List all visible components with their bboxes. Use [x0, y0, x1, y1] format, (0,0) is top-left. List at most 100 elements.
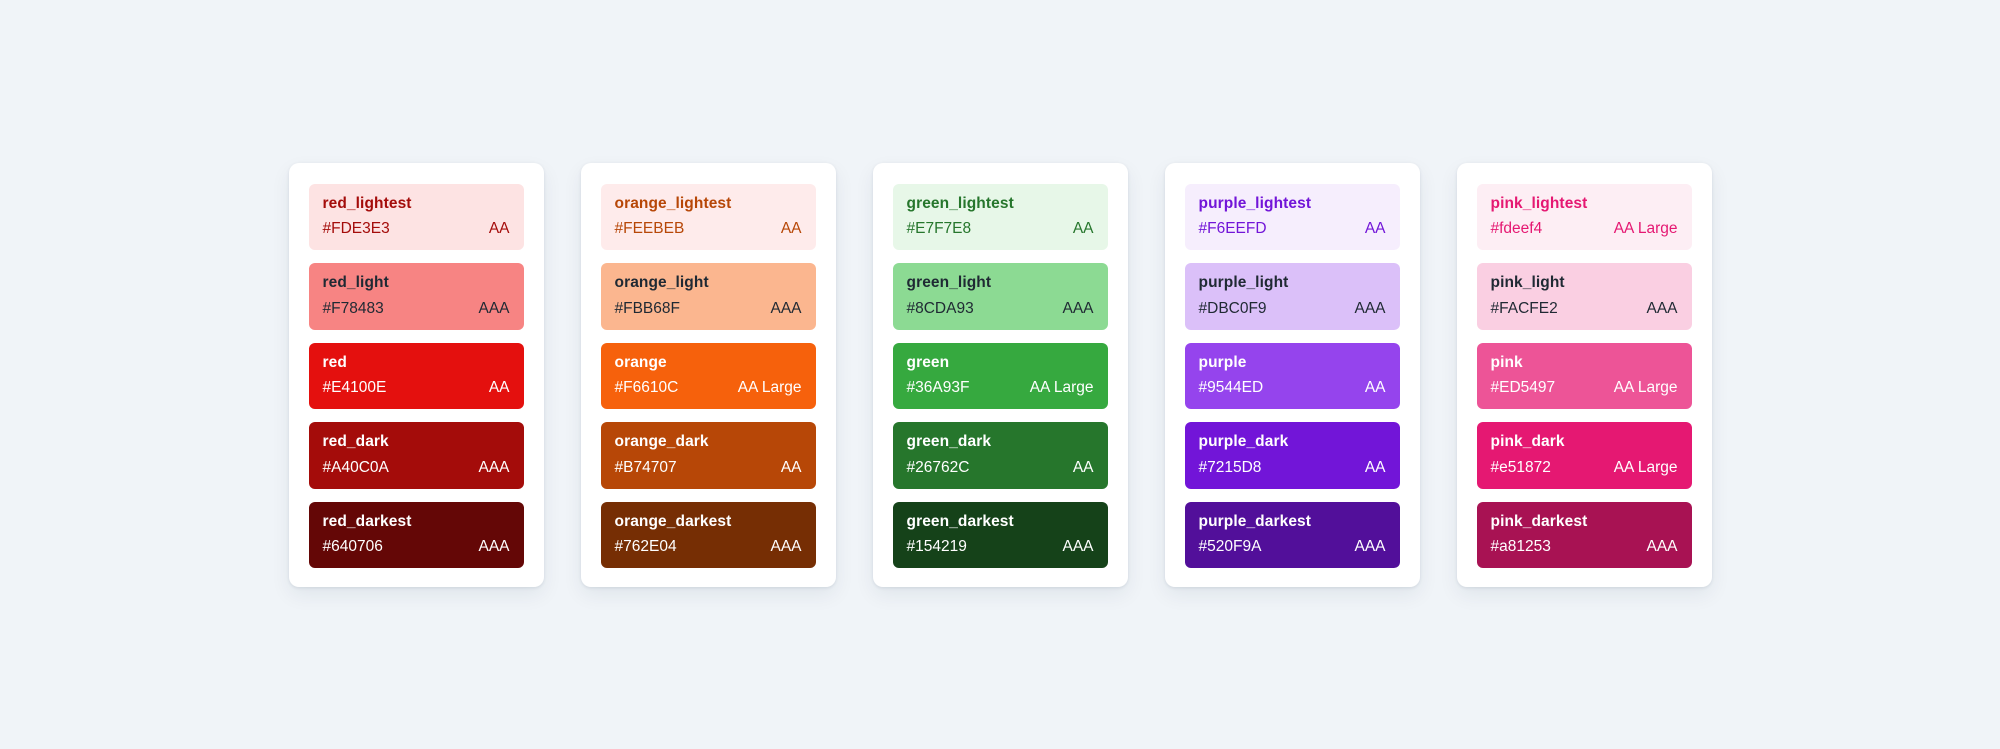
contrast-rating-badge: AA [780, 220, 802, 238]
contrast-rating-badge: AAA [1646, 299, 1678, 317]
swatch-name: purple [1198, 353, 1247, 371]
swatch-info-row: #E7F7E8 AA [907, 219, 1094, 239]
swatch-name: orange_darkest [614, 512, 732, 530]
swatch-info-row: #a81253 AAA [1491, 537, 1678, 557]
swatch-red_lightest[interactable]: red_lightest #FDE3E3 AA [308, 183, 524, 251]
swatch-hex-code: #520F9A [1198, 538, 1262, 556]
swatch-pink_dark[interactable]: pink_dark #e51872 AA Large [1476, 422, 1692, 489]
swatch-green_light[interactable]: green_light #8CDA93 AAA [892, 263, 1108, 330]
swatch-orange_dark[interactable]: orange_dark #B74707 AA [600, 422, 816, 489]
swatch-hex-code: #FBB68F [614, 299, 680, 317]
swatch-info-row: #9544ED AA [1199, 378, 1386, 398]
swatch-purple_dark[interactable]: purple_dark #7215D8 AA [1184, 422, 1400, 489]
swatch-name: pink_light [1490, 274, 1565, 292]
swatch-name: red [322, 353, 347, 371]
contrast-rating-badge: AAA [770, 538, 802, 556]
swatch-pink[interactable]: pink #ED5497 AA Large [1476, 342, 1692, 410]
contrast-rating-badge: AA [488, 379, 510, 397]
swatch-name: orange_lightest [614, 194, 732, 212]
palette-card-orange: orange_lightest #FEEBEB AA orange_light #FBB… [580, 162, 836, 587]
contrast-rating-badge: AA [1364, 220, 1386, 238]
swatch-info-row: #154219 AAA [907, 537, 1094, 557]
swatch-name: purple_dark [1198, 433, 1289, 451]
contrast-rating-badge: AA Large [1613, 220, 1678, 238]
swatch-pink_lightest[interactable]: pink_lightest #fdeef4 AA Large [1476, 183, 1692, 251]
swatch-name: green_light [906, 274, 992, 292]
swatch-info-row: #B74707 AA [615, 458, 802, 478]
contrast-rating-badge: AAA [1354, 299, 1386, 317]
swatch-name: orange_dark [614, 433, 709, 451]
swatch-hex-code: #a81253 [1490, 538, 1551, 556]
swatch-name: red_dark [322, 433, 389, 451]
swatch-name: pink_darkest [1490, 512, 1588, 530]
swatch-hex-code: #26762C [906, 458, 970, 476]
swatch-hex-code: #8CDA93 [906, 299, 974, 317]
swatch-green_dark[interactable]: green_dark #26762C AA [892, 422, 1108, 489]
swatch-info-row: #36A93F AA Large [907, 378, 1094, 398]
swatch-hex-code: #DBC0F9 [1198, 299, 1267, 317]
swatch-info-row: #E4100E AA [323, 378, 510, 398]
swatch-name: pink [1490, 353, 1523, 371]
swatch-purple_lightest[interactable]: purple_lightest #F6EEFD AA [1184, 183, 1400, 251]
swatch-hex-code: #762E04 [614, 538, 677, 556]
swatch-red_dark[interactable]: red_dark #A40C0A AAA [308, 422, 524, 489]
contrast-rating-badge: AAA [1354, 538, 1386, 556]
swatch-info-row: #8CDA93 AAA [907, 299, 1094, 319]
swatch-red_darkest[interactable]: red_darkest #640706 AAA [308, 501, 524, 569]
swatch-info-row: #26762C AA [907, 458, 1094, 478]
swatch-hex-code: #FDE3E3 [322, 220, 390, 238]
swatch-red[interactable]: red #E4100E AA [308, 342, 524, 410]
swatch-info-row: #DBC0F9 AAA [1199, 299, 1386, 319]
swatch-purple[interactable]: purple #9544ED AA [1184, 342, 1400, 410]
swatch-purple_light[interactable]: purple_light #DBC0F9 AAA [1184, 263, 1400, 330]
swatch-name: pink_dark [1490, 433, 1565, 451]
contrast-rating-badge: AAA [478, 458, 510, 476]
contrast-rating-badge: AA Large [1613, 379, 1678, 397]
contrast-rating-badge: AA [488, 220, 510, 238]
swatch-hex-code: #F78483 [322, 299, 384, 317]
swatch-orange_lightest[interactable]: orange_lightest #FEEBEB AA [600, 183, 816, 251]
swatch-hex-code: #B74707 [614, 458, 677, 476]
contrast-rating-badge: AAA [1062, 299, 1094, 317]
swatch-hex-code: #F6EEFD [1198, 220, 1267, 238]
swatch-name: red_light [322, 274, 389, 292]
swatch-name: green [906, 353, 950, 371]
swatch-info-row: #e51872 AA Large [1491, 458, 1678, 478]
swatch-green_darkest[interactable]: green_darkest #154219 AAA [892, 501, 1108, 569]
contrast-rating-badge: AA [1364, 458, 1386, 476]
swatch-name: purple_light [1198, 274, 1289, 292]
contrast-rating-badge: AA Large [1029, 379, 1094, 397]
swatch-name: red_darkest [322, 512, 412, 530]
swatch-info-row: #FBB68F AAA [615, 299, 802, 319]
swatch-hex-code: #e51872 [1490, 458, 1551, 476]
swatch-green[interactable]: green #36A93F AA Large [892, 342, 1108, 410]
swatch-name: orange_light [614, 274, 709, 292]
swatch-info-row: #FEEBEB AA [615, 219, 802, 239]
swatch-hex-code: #F6610C [614, 379, 679, 397]
swatch-hex-code: #154219 [906, 538, 967, 556]
swatch-name: pink_lightest [1490, 194, 1588, 212]
swatch-orange[interactable]: orange #F6610C AA Large [600, 342, 816, 410]
swatch-name: red_lightest [322, 194, 412, 212]
swatch-orange_light[interactable]: orange_light #FBB68F AAA [600, 263, 816, 330]
swatch-hex-code: #640706 [322, 538, 383, 556]
swatch-name: green_darkest [906, 512, 1014, 530]
swatch-info-row: #F6610C AA Large [615, 378, 802, 398]
swatch-pink_darkest[interactable]: pink_darkest #a81253 AAA [1476, 501, 1692, 569]
contrast-rating-badge: AAA [1646, 538, 1678, 556]
contrast-rating-badge: AA [780, 458, 802, 476]
swatch-hex-code: #ED5497 [1490, 379, 1556, 397]
contrast-rating-badge: AA [1072, 458, 1094, 476]
swatch-orange_darkest[interactable]: orange_darkest #762E04 AAA [600, 501, 816, 569]
swatch-info-row: #ED5497 AA Large [1491, 378, 1678, 398]
swatch-pink_light[interactable]: pink_light #FACFE2 AAA [1476, 263, 1692, 330]
swatch-info-row: #FDE3E3 AA [323, 219, 510, 239]
swatch-green_lightest[interactable]: green_lightest #E7F7E8 AA [892, 183, 1108, 251]
contrast-rating-badge: AA Large [737, 379, 802, 397]
swatch-red_light[interactable]: red_light #F78483 AAA [308, 263, 524, 330]
swatch-purple_darkest[interactable]: purple_darkest #520F9A AAA [1184, 501, 1400, 569]
contrast-rating-badge: AAA [478, 299, 510, 317]
swatch-name: purple_lightest [1198, 194, 1312, 212]
swatch-hex-code: #E4100E [322, 379, 387, 397]
swatch-hex-code: #E7F7E8 [906, 220, 972, 238]
